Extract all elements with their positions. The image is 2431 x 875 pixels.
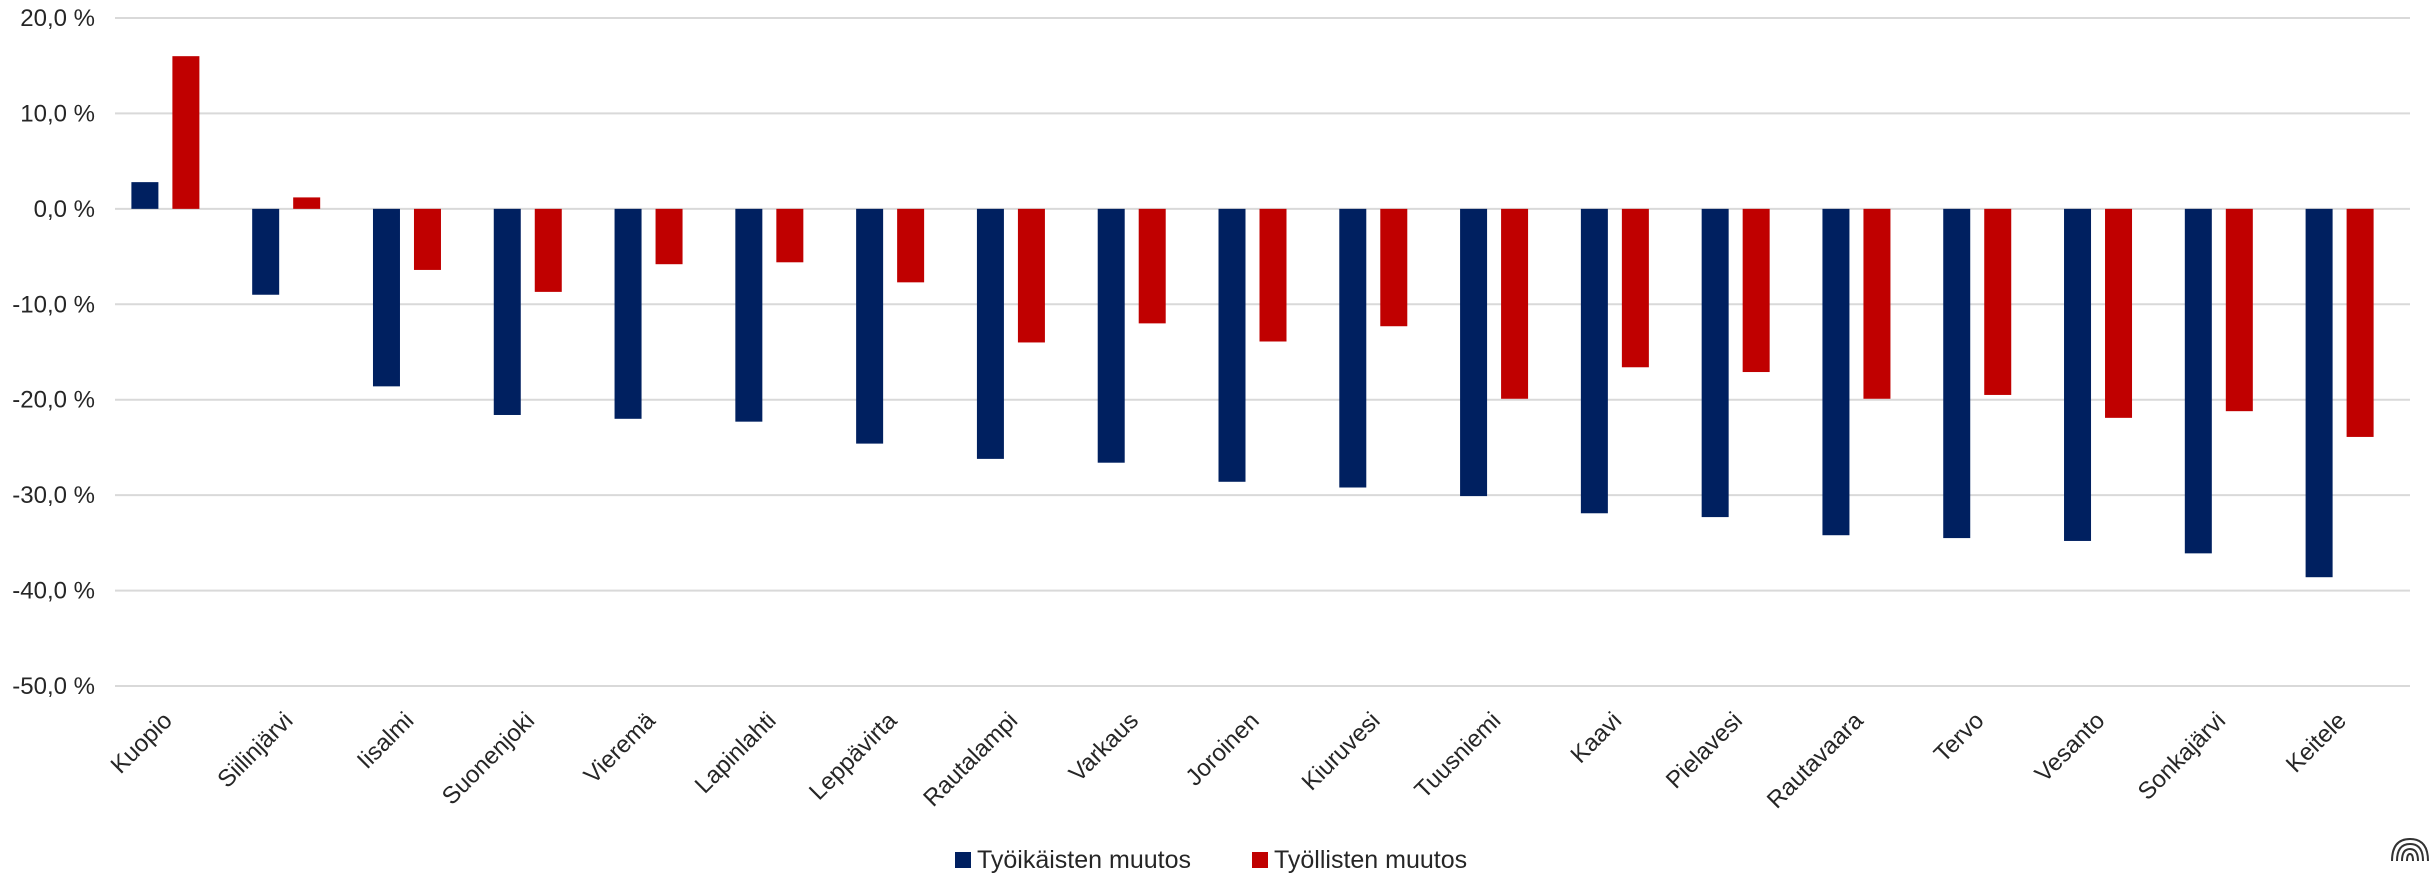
- y-tick-label: -20,0 %: [12, 387, 95, 414]
- bar-tyoikaisten-10: [1339, 208, 1367, 488]
- bar-tyoikaisten-12: [1580, 208, 1608, 514]
- y-axis-tick-labels: 20,0 % 10,0 % 0,0 % -10,0 % -20,0 % -30,0 % -4…: [12, 5, 95, 700]
- bar-tyoikaisten-9: [1218, 208, 1246, 482]
- category-label: Sonkajärvi: [2133, 707, 2231, 805]
- bar-tyoikaisten-17: [2184, 208, 2212, 554]
- bar-tyollisten-17: [2225, 208, 2253, 412]
- bar-tyollisten-5: [776, 208, 804, 263]
- bar-tyollisten-3: [534, 208, 562, 292]
- bar-tyollisten-13: [1742, 208, 1770, 373]
- bar-tyollisten-8: [1138, 208, 1166, 324]
- bar-tyollisten-18: [2346, 208, 2374, 437]
- bar-tyoikaisten-5: [735, 208, 763, 422]
- y-tick-label: 20,0 %: [20, 5, 95, 32]
- category-label: Suonenjoki: [437, 707, 540, 810]
- y-tick-label: -50,0 %: [12, 673, 95, 700]
- y-tick-label: 10,0 %: [20, 100, 95, 127]
- bar-tyollisten-9: [1259, 208, 1287, 342]
- category-label: Siilinjärvi: [212, 707, 298, 793]
- bar-tyollisten-15: [1984, 208, 2012, 395]
- bar-tyoikaisten-3: [493, 208, 521, 415]
- legend-swatch: [1252, 852, 1268, 868]
- bar-tyoikaisten-16: [2064, 208, 2092, 541]
- bar-tyoikaisten-14: [1822, 208, 1850, 536]
- bar-tyollisten-7: [1017, 208, 1045, 343]
- category-label: Iisalmi: [352, 707, 419, 774]
- legend-label: Työllisten muutos: [1274, 846, 1467, 874]
- bar-tyoikaisten-18: [2305, 208, 2333, 578]
- bar-tyollisten-6: [897, 208, 925, 283]
- y-tick-label: -40,0 %: [12, 578, 95, 605]
- category-label: Pielavesi: [1661, 707, 1748, 794]
- bar-tyoikaisten-6: [856, 208, 884, 444]
- y-tick-label: -30,0 %: [12, 482, 95, 509]
- y-tick-label: -10,0 %: [12, 291, 95, 318]
- bar-tyoikaisten-4: [614, 208, 642, 419]
- fingerprint-icon: [2391, 837, 2429, 862]
- category-label: Vieremä: [579, 707, 661, 789]
- category-label: Lapinlahti: [690, 707, 782, 799]
- bar-tyollisten-10: [1380, 208, 1408, 327]
- bar-tyollisten-14: [1863, 208, 1891, 399]
- category-label: Leppävirta: [804, 707, 903, 806]
- x-axis-category-labels: Kuopio Siilinjärvi Iisalmi Suonenjoki Vierem…: [106, 707, 2352, 814]
- bar-tyollisten-2: [413, 208, 441, 270]
- legend: Työikäisten muutos Työllisten muutos: [955, 846, 1467, 874]
- category-label: Rautavaara: [1762, 707, 1869, 814]
- category-label: Vesanto: [2030, 707, 2110, 787]
- bar-tyoikaisten-7: [976, 208, 1004, 459]
- category-label: Tervo: [1929, 707, 1990, 768]
- bars: [131, 56, 2374, 578]
- y-tick-label: 0,0 %: [34, 196, 95, 223]
- bar-tyoikaisten-0: [131, 182, 159, 209]
- legend-label: Työikäisten muutos: [977, 846, 1191, 874]
- category-label: Kuopio: [106, 707, 178, 779]
- category-label: Kiuruvesi: [1297, 707, 1386, 796]
- bar-tyoikaisten-15: [1943, 208, 1971, 539]
- bar-tyollisten-12: [1621, 208, 1649, 368]
- bar-tyollisten-4: [655, 208, 683, 265]
- bar-tyollisten-16: [2105, 208, 2133, 418]
- bar-tyoikaisten-1: [252, 208, 280, 295]
- bar-tyoikaisten-2: [372, 208, 400, 387]
- bar-tyollisten-11: [1501, 208, 1529, 399]
- category-label: Keitele: [2281, 707, 2352, 778]
- bar-tyoikaisten-11: [1460, 208, 1488, 497]
- legend-swatch: [955, 852, 971, 868]
- bar-tyoikaisten-13: [1701, 208, 1729, 518]
- bar-tyoikaisten-8: [1097, 208, 1125, 463]
- category-label: Kaavi: [1566, 707, 1628, 769]
- category-label: Joroinen: [1181, 707, 1265, 791]
- bar-tyollisten-1: [293, 197, 321, 209]
- category-label: Rautalampi: [918, 707, 1023, 812]
- category-label: Tuusniemi: [1410, 707, 1507, 804]
- bar-tyollisten-0: [172, 56, 200, 209]
- category-label: Varkaus: [1064, 707, 1144, 787]
